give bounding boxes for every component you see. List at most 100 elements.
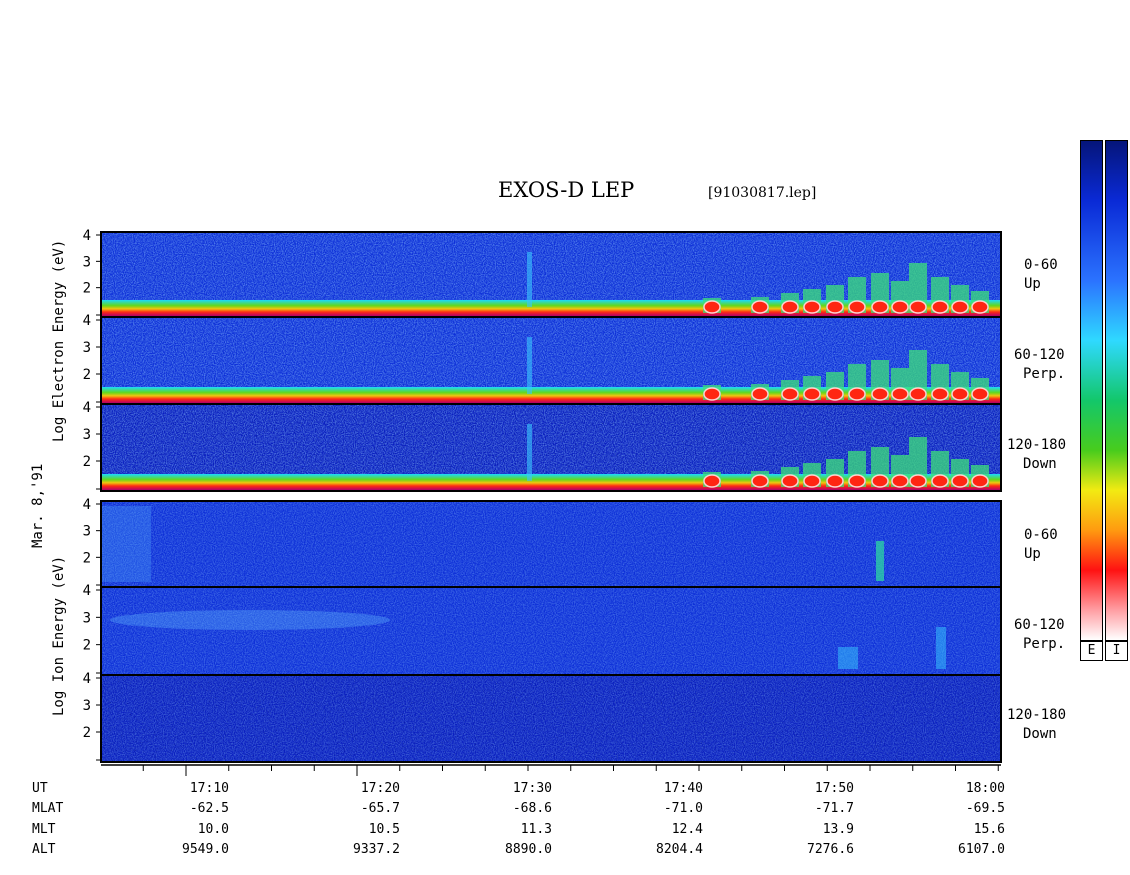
ytick-label-i-up-0: 4: [83, 497, 91, 513]
row-value-mlat: -71.7: [814, 801, 854, 816]
electron-spike-e-down: [527, 424, 532, 481]
row-value-ut: 17:30: [512, 781, 552, 796]
electron-burst-core-e-down-11: [971, 474, 989, 488]
ion-perp-burst-1: [838, 647, 858, 669]
electron-burst-core-e-down-9: [931, 474, 949, 488]
ion-up-feature: [101, 506, 151, 582]
row-label-alt: ALT: [32, 842, 56, 857]
panel-frame-0: [100, 231, 1002, 492]
electron-band-e-perp: [101, 387, 1001, 403]
row-value-ut: 17:50: [814, 781, 854, 796]
electron-burst-core-e-down-8: [909, 474, 927, 488]
ytick-label-e-up-2: 2: [83, 281, 91, 297]
row-value-mlat: -65.7: [360, 801, 400, 816]
electron-burst-core-e-down-3: [803, 474, 821, 488]
ytick-label-i-down-0: 4: [83, 671, 91, 687]
electron-burst-e-perp-8: [909, 350, 927, 400]
electron-burst-core-e-down-2: [781, 474, 799, 488]
ytick-label-e-perp-1: 3: [83, 340, 91, 356]
electron-burst-core-e-down-10: [951, 474, 969, 488]
electron-burst-core-e-perp-0: [703, 387, 721, 401]
row-value-alt: 8890.0: [505, 842, 552, 857]
ytick-label-i-up-1: 3: [83, 524, 91, 540]
electron-burst-core-e-up-4: [826, 300, 844, 314]
electron-burst-core-e-perp-2: [781, 387, 799, 401]
colorbar-electron: [1080, 140, 1103, 641]
panel-noise-i-perp: [101, 587, 1001, 675]
colorbar-label-e: E: [1080, 641, 1103, 661]
ion-perp-burst-2: [936, 627, 946, 669]
electron-burst-core-e-perp-8: [909, 387, 927, 401]
channel-label-e-perp: 60-120 Perp.: [1014, 347, 1066, 382]
ytick-label-i-perp-1: 3: [83, 610, 91, 626]
row-value-mlt: 13.9: [822, 822, 854, 837]
ion-perp-feature: [110, 610, 390, 630]
electron-band-e-down: [101, 474, 1001, 490]
row-label-mlt: MLT: [32, 822, 56, 837]
ytick-label-e-down-1: 3: [83, 427, 91, 443]
row-value-mlt: 15.6: [973, 822, 1005, 837]
channel-label-i-up: 0-60 Up: [1024, 527, 1058, 562]
ytick-label-i-up-2: 2: [83, 550, 91, 566]
row-label-ut: UT: [32, 781, 48, 796]
electron-burst-core-e-up-2: [781, 300, 799, 314]
electron-burst-e-up-8: [909, 263, 927, 313]
row-label-mlat: MLAT: [32, 801, 64, 816]
row-value-alt: 9337.2: [353, 842, 400, 857]
row-value-mlt: 11.3: [520, 822, 552, 837]
electron-burst-core-e-perp-5: [848, 387, 866, 401]
ytick-label-i-down-2: 2: [83, 725, 91, 741]
electron-burst-core-e-perp-6: [871, 387, 889, 401]
ion-up-spike: [876, 541, 884, 581]
electron-burst-core-e-up-3: [803, 300, 821, 314]
ytick-label-e-up-1: 3: [83, 254, 91, 270]
electron-burst-core-e-up-9: [931, 300, 949, 314]
row-value-alt: 7276.6: [807, 842, 854, 857]
electron-ylabel: Log Electron Energy (eV): [51, 239, 67, 442]
electron-burst-core-e-up-0: [703, 300, 721, 314]
row-value-ut: 17:20: [360, 781, 400, 796]
electron-band-e-up: [101, 300, 1001, 316]
electron-burst-core-e-down-4: [826, 474, 844, 488]
electron-burst-e-down-8: [909, 437, 927, 487]
electron-burst-core-e-perp-1: [751, 387, 769, 401]
electron-burst-core-e-up-7: [891, 300, 909, 314]
electron-burst-core-e-perp-10: [951, 387, 969, 401]
row-value-ut: 18:00: [965, 781, 1005, 796]
electron-burst-core-e-perp-3: [803, 387, 821, 401]
electron-burst-core-e-up-1: [751, 300, 769, 314]
panel-frame-1: [100, 500, 1002, 763]
ytick-label-e-perp-0: 4: [83, 313, 91, 329]
row-value-alt: 9549.0: [182, 842, 229, 857]
electron-burst-core-e-perp-7: [891, 387, 909, 401]
electron-burst-core-e-down-1: [751, 474, 769, 488]
file-name: [91030817.lep]: [708, 185, 817, 201]
date-label: Mar. 8,'91: [30, 463, 46, 548]
electron-burst-core-e-perp-4: [826, 387, 844, 401]
electron-burst-core-e-up-5: [848, 300, 866, 314]
row-value-mlat: -62.5: [189, 801, 229, 816]
panel-noise-i-up: [101, 501, 1001, 587]
ytick-label-i-perp-0: 4: [83, 583, 91, 599]
ytick-label-i-down-1: 3: [83, 698, 91, 714]
electron-burst-core-e-up-11: [971, 300, 989, 314]
chart-title: EXOS-D LEP: [498, 178, 635, 202]
electron-burst-core-e-up-10: [951, 300, 969, 314]
colorbar-ion: [1105, 140, 1128, 641]
electron-burst-core-e-perp-9: [931, 387, 949, 401]
channel-label-i-down: 120-180 Down: [1007, 707, 1067, 742]
row-value-mlt: 12.4: [671, 822, 703, 837]
electron-burst-core-e-up-8: [909, 300, 927, 314]
panel-dropouts-i-down: [101, 675, 1001, 762]
electron-spike-e-up: [527, 252, 532, 307]
row-value-alt: 6107.0: [958, 842, 1005, 857]
ytick-label-e-perp-2: 2: [83, 367, 91, 383]
ion-ylabel: Log Ion Energy (eV): [51, 555, 67, 716]
electron-burst-core-e-up-6: [871, 300, 889, 314]
electron-burst-core-e-down-6: [871, 474, 889, 488]
electron-spike-e-perp: [527, 337, 532, 394]
row-value-ut: 17:10: [189, 781, 229, 796]
row-value-mlt: 10.0: [197, 822, 229, 837]
channel-label-e-up: 0-60 Up: [1024, 257, 1058, 292]
